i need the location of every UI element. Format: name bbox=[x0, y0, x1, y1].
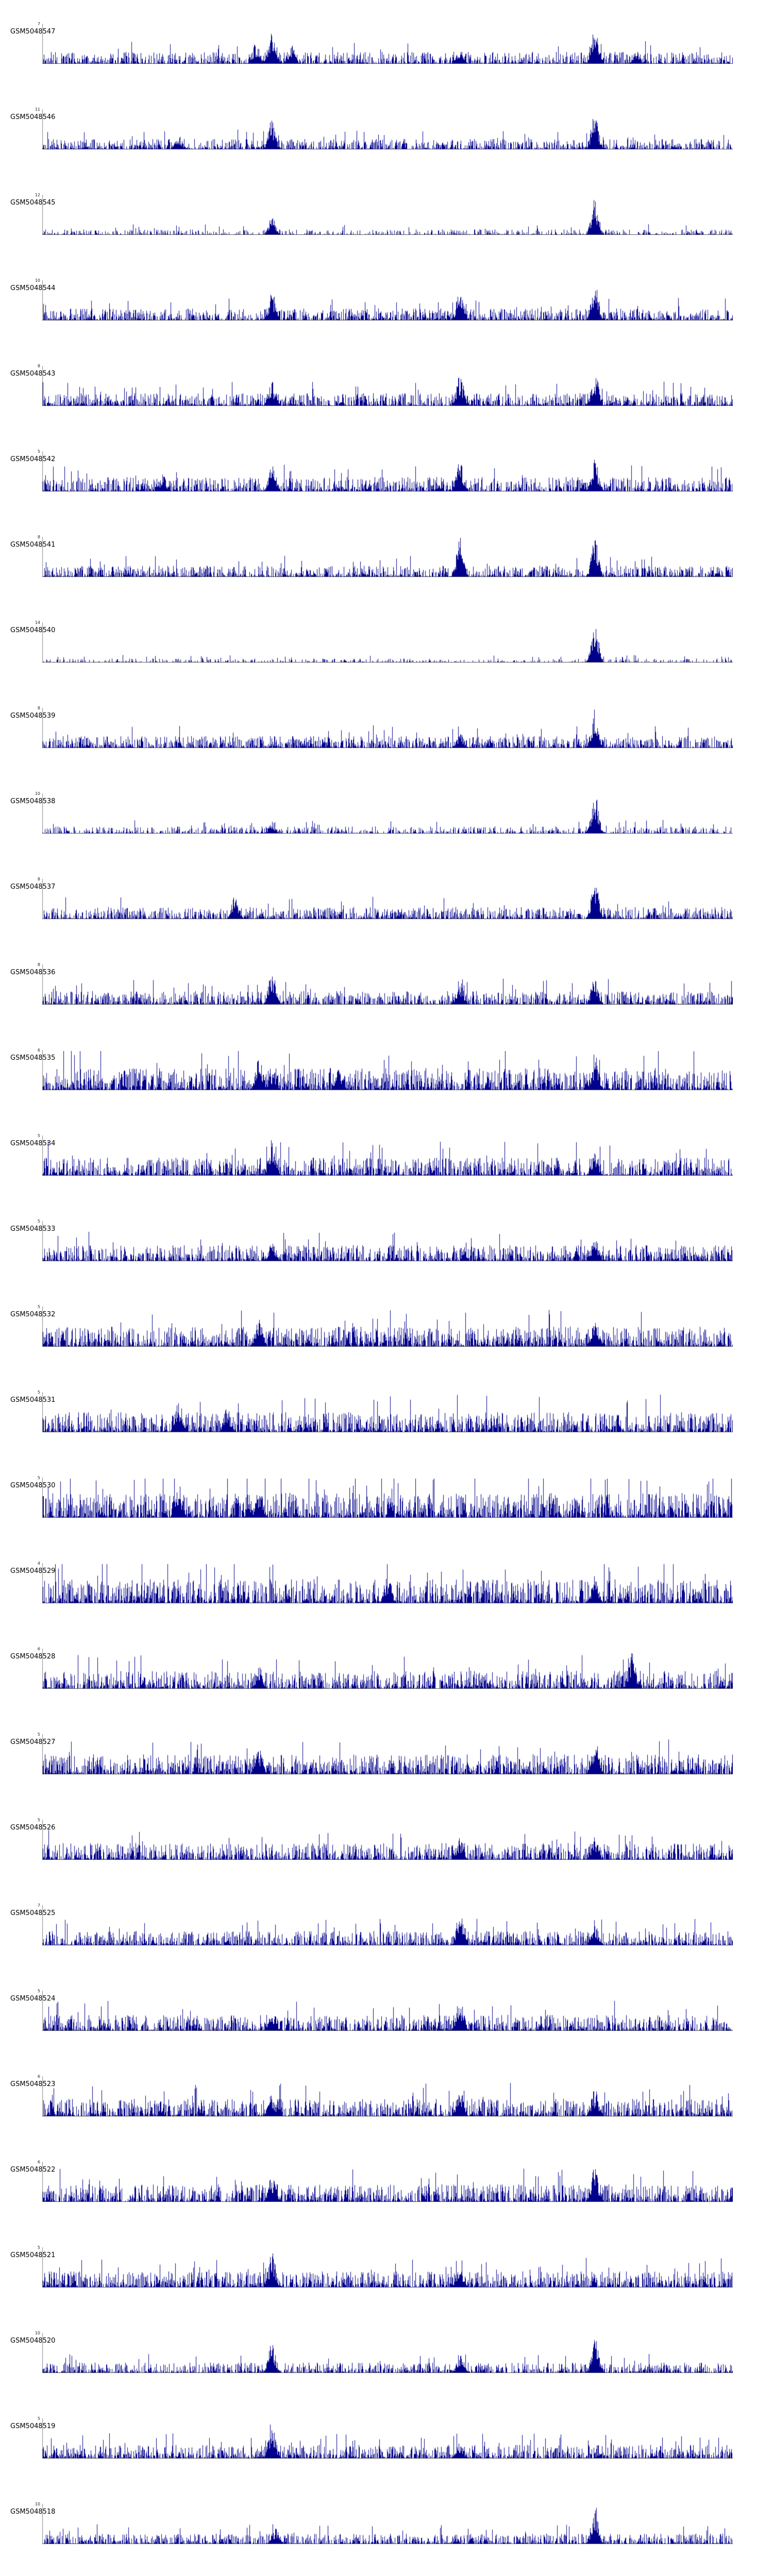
track-ymax-label: 5 bbox=[37, 1219, 40, 1224]
track-ymax-label: 5 bbox=[37, 449, 40, 454]
track-ymax-label: 5 bbox=[37, 1732, 40, 1737]
signal-plot bbox=[42, 708, 733, 748]
signal-plot bbox=[42, 1820, 733, 1860]
signal-plot bbox=[42, 1478, 733, 1518]
signal-plot bbox=[42, 1905, 733, 1945]
track-ymax-label: 6 bbox=[37, 2074, 40, 2079]
track-ymax-label: 5 bbox=[37, 1304, 40, 1309]
track-ymax-label: 5 bbox=[37, 2416, 40, 2421]
track-ymax-label: 7 bbox=[37, 1903, 40, 1908]
signal-plot bbox=[42, 2162, 733, 2202]
track-row: GSM5048527 5 bbox=[0, 1732, 773, 1774]
track-row: GSM5048544 10 bbox=[0, 278, 773, 320]
track-ymax-label: 14 bbox=[35, 620, 40, 625]
signal-plot bbox=[42, 793, 733, 834]
track-row: GSM5048530 5 bbox=[0, 1476, 773, 1518]
signal-plot bbox=[42, 1307, 733, 1347]
track-ymax-label: 10 bbox=[35, 2331, 40, 2335]
track-ymax-label: 4 bbox=[37, 1561, 40, 1566]
signal-plot bbox=[42, 537, 733, 577]
track-ymax-label: 10 bbox=[35, 278, 40, 283]
track-ymax-label: 10 bbox=[35, 2502, 40, 2506]
track-row: GSM5048529 4 bbox=[0, 1561, 773, 1603]
signal-plot bbox=[42, 24, 733, 64]
track-row: GSM5048545 12 bbox=[0, 193, 773, 235]
signal-plot bbox=[42, 1734, 733, 1774]
track-row: GSM5048547 7 bbox=[0, 22, 773, 64]
signal-plot bbox=[42, 195, 733, 235]
track-row: GSM5048526 5 bbox=[0, 1818, 773, 1860]
track-ymax-label: 5 bbox=[37, 1390, 40, 1395]
signal-plot bbox=[42, 879, 733, 919]
signal-plot bbox=[42, 622, 733, 663]
signal-plot bbox=[42, 2418, 733, 2459]
track-row: GSM5048525 7 bbox=[0, 1903, 773, 1945]
track-row: GSM5048518 10 bbox=[0, 2502, 773, 2544]
track-row: GSM5048535 6 bbox=[0, 1048, 773, 1090]
track-ymax-label: 12 bbox=[35, 193, 40, 197]
track-ymax-label: 8 bbox=[37, 706, 40, 710]
track-row: GSM5048543 8 bbox=[0, 364, 773, 406]
track-ymax-label: 6 bbox=[37, 1647, 40, 1651]
track-ymax-label: 5 bbox=[37, 1818, 40, 1822]
track-ymax-label: 5 bbox=[37, 1476, 40, 1480]
signal-plot bbox=[42, 109, 733, 149]
signal-plot bbox=[42, 1649, 733, 1689]
signal-plot bbox=[42, 1136, 733, 1176]
signal-plot bbox=[42, 1991, 733, 2031]
track-row: GSM5048546 11 bbox=[0, 107, 773, 149]
track-ymax-label: 8 bbox=[37, 962, 40, 967]
signal-plot bbox=[42, 2504, 733, 2544]
track-ymax-label: 7 bbox=[37, 22, 40, 26]
track-row: GSM5048532 5 bbox=[0, 1304, 773, 1347]
track-ymax-label: 8 bbox=[37, 877, 40, 882]
signal-plot bbox=[42, 451, 733, 492]
track-ymax-label: 5 bbox=[37, 1133, 40, 1138]
track-ymax-label: 5 bbox=[37, 1989, 40, 1993]
signal-plot bbox=[42, 2333, 733, 2373]
signal-plot bbox=[42, 2076, 733, 2116]
track-ymax-label: 6 bbox=[37, 1048, 40, 1053]
signal-plot bbox=[42, 1392, 733, 1432]
track-row: GSM5048519 5 bbox=[0, 2416, 773, 2459]
track-ymax-label: 8 bbox=[37, 364, 40, 368]
track-ymax-label: 8 bbox=[37, 535, 40, 539]
signal-plot bbox=[42, 1050, 733, 1090]
signal-plot bbox=[42, 1563, 733, 1603]
track-row: GSM5048538 10 bbox=[0, 791, 773, 834]
signal-plot bbox=[42, 2247, 733, 2287]
signal-plot bbox=[42, 964, 733, 1005]
track-row: GSM5048520 10 bbox=[0, 2331, 773, 2373]
signal-plot bbox=[42, 366, 733, 406]
track-row: GSM5048522 6 bbox=[0, 2160, 773, 2202]
track-row: GSM5048541 8 bbox=[0, 535, 773, 577]
track-row: GSM5048533 5 bbox=[0, 1219, 773, 1261]
signal-plot bbox=[42, 280, 733, 320]
track-row: GSM5048528 6 bbox=[0, 1647, 773, 1689]
track-row: GSM5048540 14 bbox=[0, 620, 773, 663]
track-row: GSM5048536 8 bbox=[0, 962, 773, 1005]
track-row: GSM5048542 5 bbox=[0, 449, 773, 492]
track-ymax-label: 11 bbox=[35, 107, 40, 112]
track-row: GSM5048537 8 bbox=[0, 877, 773, 919]
track-row: GSM5048523 6 bbox=[0, 2074, 773, 2116]
track-row: GSM5048531 5 bbox=[0, 1390, 773, 1432]
track-ymax-label: 6 bbox=[37, 2160, 40, 2164]
track-row: GSM5048534 5 bbox=[0, 1133, 773, 1176]
track-row: GSM5048521 5 bbox=[0, 2245, 773, 2287]
track-row: GSM5048524 5 bbox=[0, 1989, 773, 2031]
track-ymax-label: 10 bbox=[35, 791, 40, 796]
track-row: GSM5048539 8 bbox=[0, 706, 773, 748]
signal-plot bbox=[42, 1221, 733, 1261]
track-ymax-label: 5 bbox=[37, 2245, 40, 2250]
